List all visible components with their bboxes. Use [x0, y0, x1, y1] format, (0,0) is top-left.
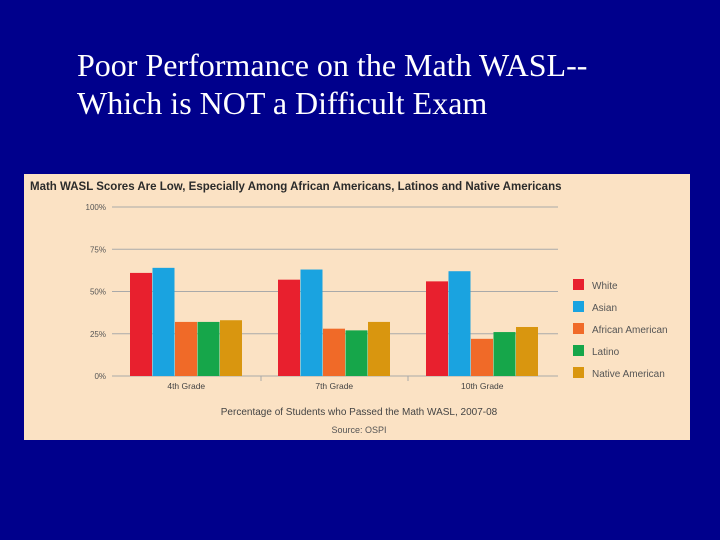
legend-swatch: [573, 279, 584, 290]
slide-title-line-2: Which is NOT a Difficult Exam: [77, 85, 488, 121]
x-tick-label: 4th Grade: [167, 381, 205, 391]
bar: [493, 332, 516, 376]
legend-swatch: [573, 367, 584, 378]
legend-label: Native American: [592, 369, 665, 380]
legend-label: African American: [592, 325, 668, 336]
bar: [426, 281, 448, 376]
x-tick-label: 7th Grade: [315, 381, 353, 391]
chart-panel: Math WASL Scores Are Low, Especially Amo…: [24, 174, 690, 440]
legend-label: Latino: [592, 347, 620, 358]
y-tick-label: 75%: [90, 245, 106, 254]
x-axis-label: Percentage of Students who Passed the Ma…: [221, 407, 498, 418]
bar: [175, 321, 197, 376]
legend-swatch: [573, 345, 584, 356]
x-tick-label: 10th Grade: [461, 381, 504, 391]
y-tick-label: 100%: [86, 203, 106, 212]
slide-title: Poor Performance on the Math WASL-- Whic…: [77, 46, 697, 122]
legend-label: Asian: [592, 303, 617, 314]
bar: [368, 321, 390, 376]
y-tick-label: 50%: [90, 288, 106, 297]
bar: [220, 320, 242, 376]
bar: [345, 330, 368, 376]
bar: [448, 271, 471, 376]
bar: [516, 326, 538, 376]
legend-label: White: [592, 281, 618, 292]
legend-swatch: [573, 323, 584, 334]
bar: [197, 321, 220, 376]
bar: [300, 269, 323, 376]
bar: [323, 328, 345, 376]
chart-source: Source: OSPI: [331, 425, 386, 435]
bar: [152, 267, 175, 376]
bar: [471, 338, 493, 376]
bar: [278, 279, 300, 376]
y-tick-label: 25%: [90, 330, 106, 339]
y-tick-label: 0%: [94, 372, 106, 381]
chart-title: Math WASL Scores Are Low, Especially Amo…: [30, 181, 562, 193]
legend-swatch: [573, 301, 584, 312]
bar-chart: Math WASL Scores Are Low, Especially Amo…: [30, 181, 668, 435]
slide-title-line-1: Poor Performance on the Math WASL--: [77, 47, 588, 83]
bar: [130, 272, 152, 376]
